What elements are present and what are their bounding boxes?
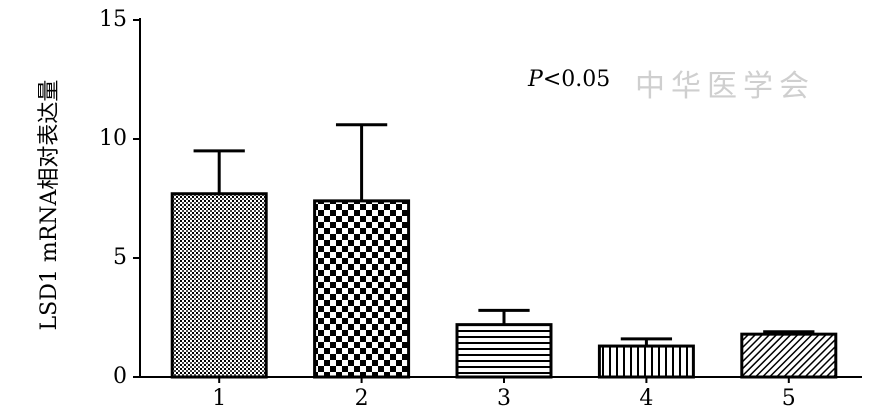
- bar: [170, 192, 268, 379]
- x-tick-label: 4: [639, 386, 653, 411]
- annotation: P<0.05: [527, 67, 610, 92]
- bar: [740, 332, 838, 379]
- bar: [313, 199, 411, 379]
- bar: [597, 344, 695, 379]
- bar: [455, 323, 553, 379]
- x-tick-label: 5: [782, 386, 796, 411]
- x-tick-label: 2: [355, 386, 369, 411]
- annotation-text: <0.05: [543, 67, 610, 92]
- annotation-italic: P: [527, 67, 544, 92]
- y-axis-label: LSD1 mRNA相对表达量: [37, 80, 62, 331]
- y-tick-label: 15: [99, 7, 127, 32]
- y-tick-label: 10: [99, 126, 127, 151]
- y-tick-label: 0: [113, 364, 127, 389]
- x-tick-label: 1: [212, 386, 226, 411]
- watermark: 中华医学会: [635, 69, 815, 104]
- x-tick-label: 3: [497, 386, 511, 411]
- y-tick-label: 5: [113, 245, 127, 270]
